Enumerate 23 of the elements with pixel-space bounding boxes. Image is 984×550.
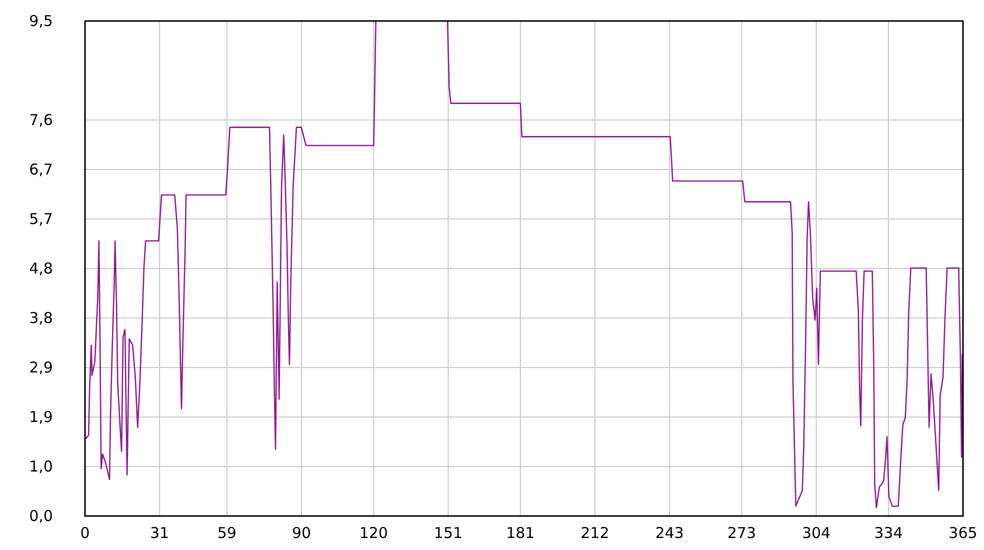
x-tick-label: 151 [434,524,463,542]
x-tick-label: 59 [217,524,236,542]
x-tick-label: 243 [655,524,684,542]
x-tick-label: 365 [948,524,978,542]
x-tick-label: 90 [292,524,312,542]
y-tick-label: 9,5 [29,12,53,30]
y-tick-label: 1,0 [29,458,53,476]
y-tick-label: 2,9 [29,358,53,376]
x-tick-label: 212 [580,524,610,542]
x-tick-label: 273 [727,524,756,542]
y-tick-label: 6,7 [29,160,53,178]
x-tick-label: 31 [150,524,170,542]
x-tick-label: 120 [359,524,388,542]
x-tick-label: 304 [802,524,831,542]
x-tick-label: 0 [80,524,90,542]
x-tick-label: 334 [874,524,903,542]
y-tick-label: 3,8 [29,309,53,327]
y-tick-label: 0,0 [29,507,53,525]
y-tick-label: 7,6 [29,111,53,129]
y-tick-label: 1,9 [29,408,53,426]
y-tick-label: 5,7 [29,210,53,228]
x-tick-label: 181 [506,524,535,542]
y-tick-label: 4,8 [29,260,53,278]
